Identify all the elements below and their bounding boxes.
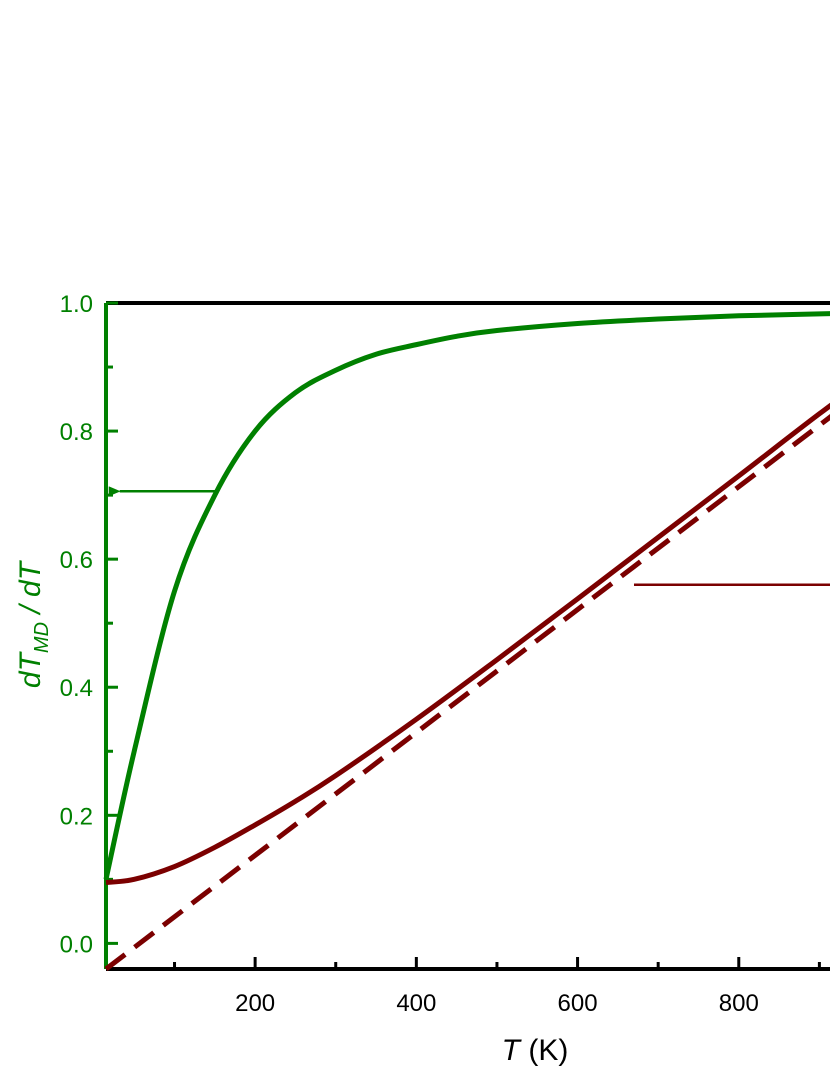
y-tick-label-1: 0.2 — [60, 803, 93, 830]
plot-area: 200 400 600 800 0.0 0.2 0.4 0.6 0.8 1.0 — [60, 291, 830, 1017]
x-tick-label-3: 800 — [719, 990, 759, 1017]
y-axis-title: dTMD / dT — [14, 559, 53, 688]
y-tick-label-4: 0.8 — [60, 419, 93, 446]
y-axis-title-t1: T — [14, 650, 47, 671]
y-tick-label-5: 1.0 — [60, 291, 93, 318]
series-line-0 — [103, 311, 830, 880]
x-tick-label-1: 400 — [396, 990, 436, 1017]
y-tick-label-0: 0.0 — [60, 931, 93, 958]
x-axis-title: T (K) — [502, 1034, 569, 1067]
x-axis-title-var: T — [502, 1034, 523, 1067]
y-tick-label-3: 0.6 — [60, 547, 93, 574]
y-axis-title-sub: MD — [31, 622, 53, 653]
x-tick-label-2: 600 — [558, 990, 598, 1017]
x-tick-label-0: 200 — [235, 990, 275, 1017]
x-axis-title-unit: (K) — [520, 1034, 568, 1067]
y-axis-title-d1: d — [14, 670, 47, 688]
y-tick-label-2: 0.4 — [60, 675, 93, 702]
y-axis-title-t2: T — [14, 559, 47, 580]
series-line-1 — [105, 402, 830, 886]
y-axis-title-mid: / d — [14, 579, 47, 622]
series-line-2 — [104, 414, 830, 971]
